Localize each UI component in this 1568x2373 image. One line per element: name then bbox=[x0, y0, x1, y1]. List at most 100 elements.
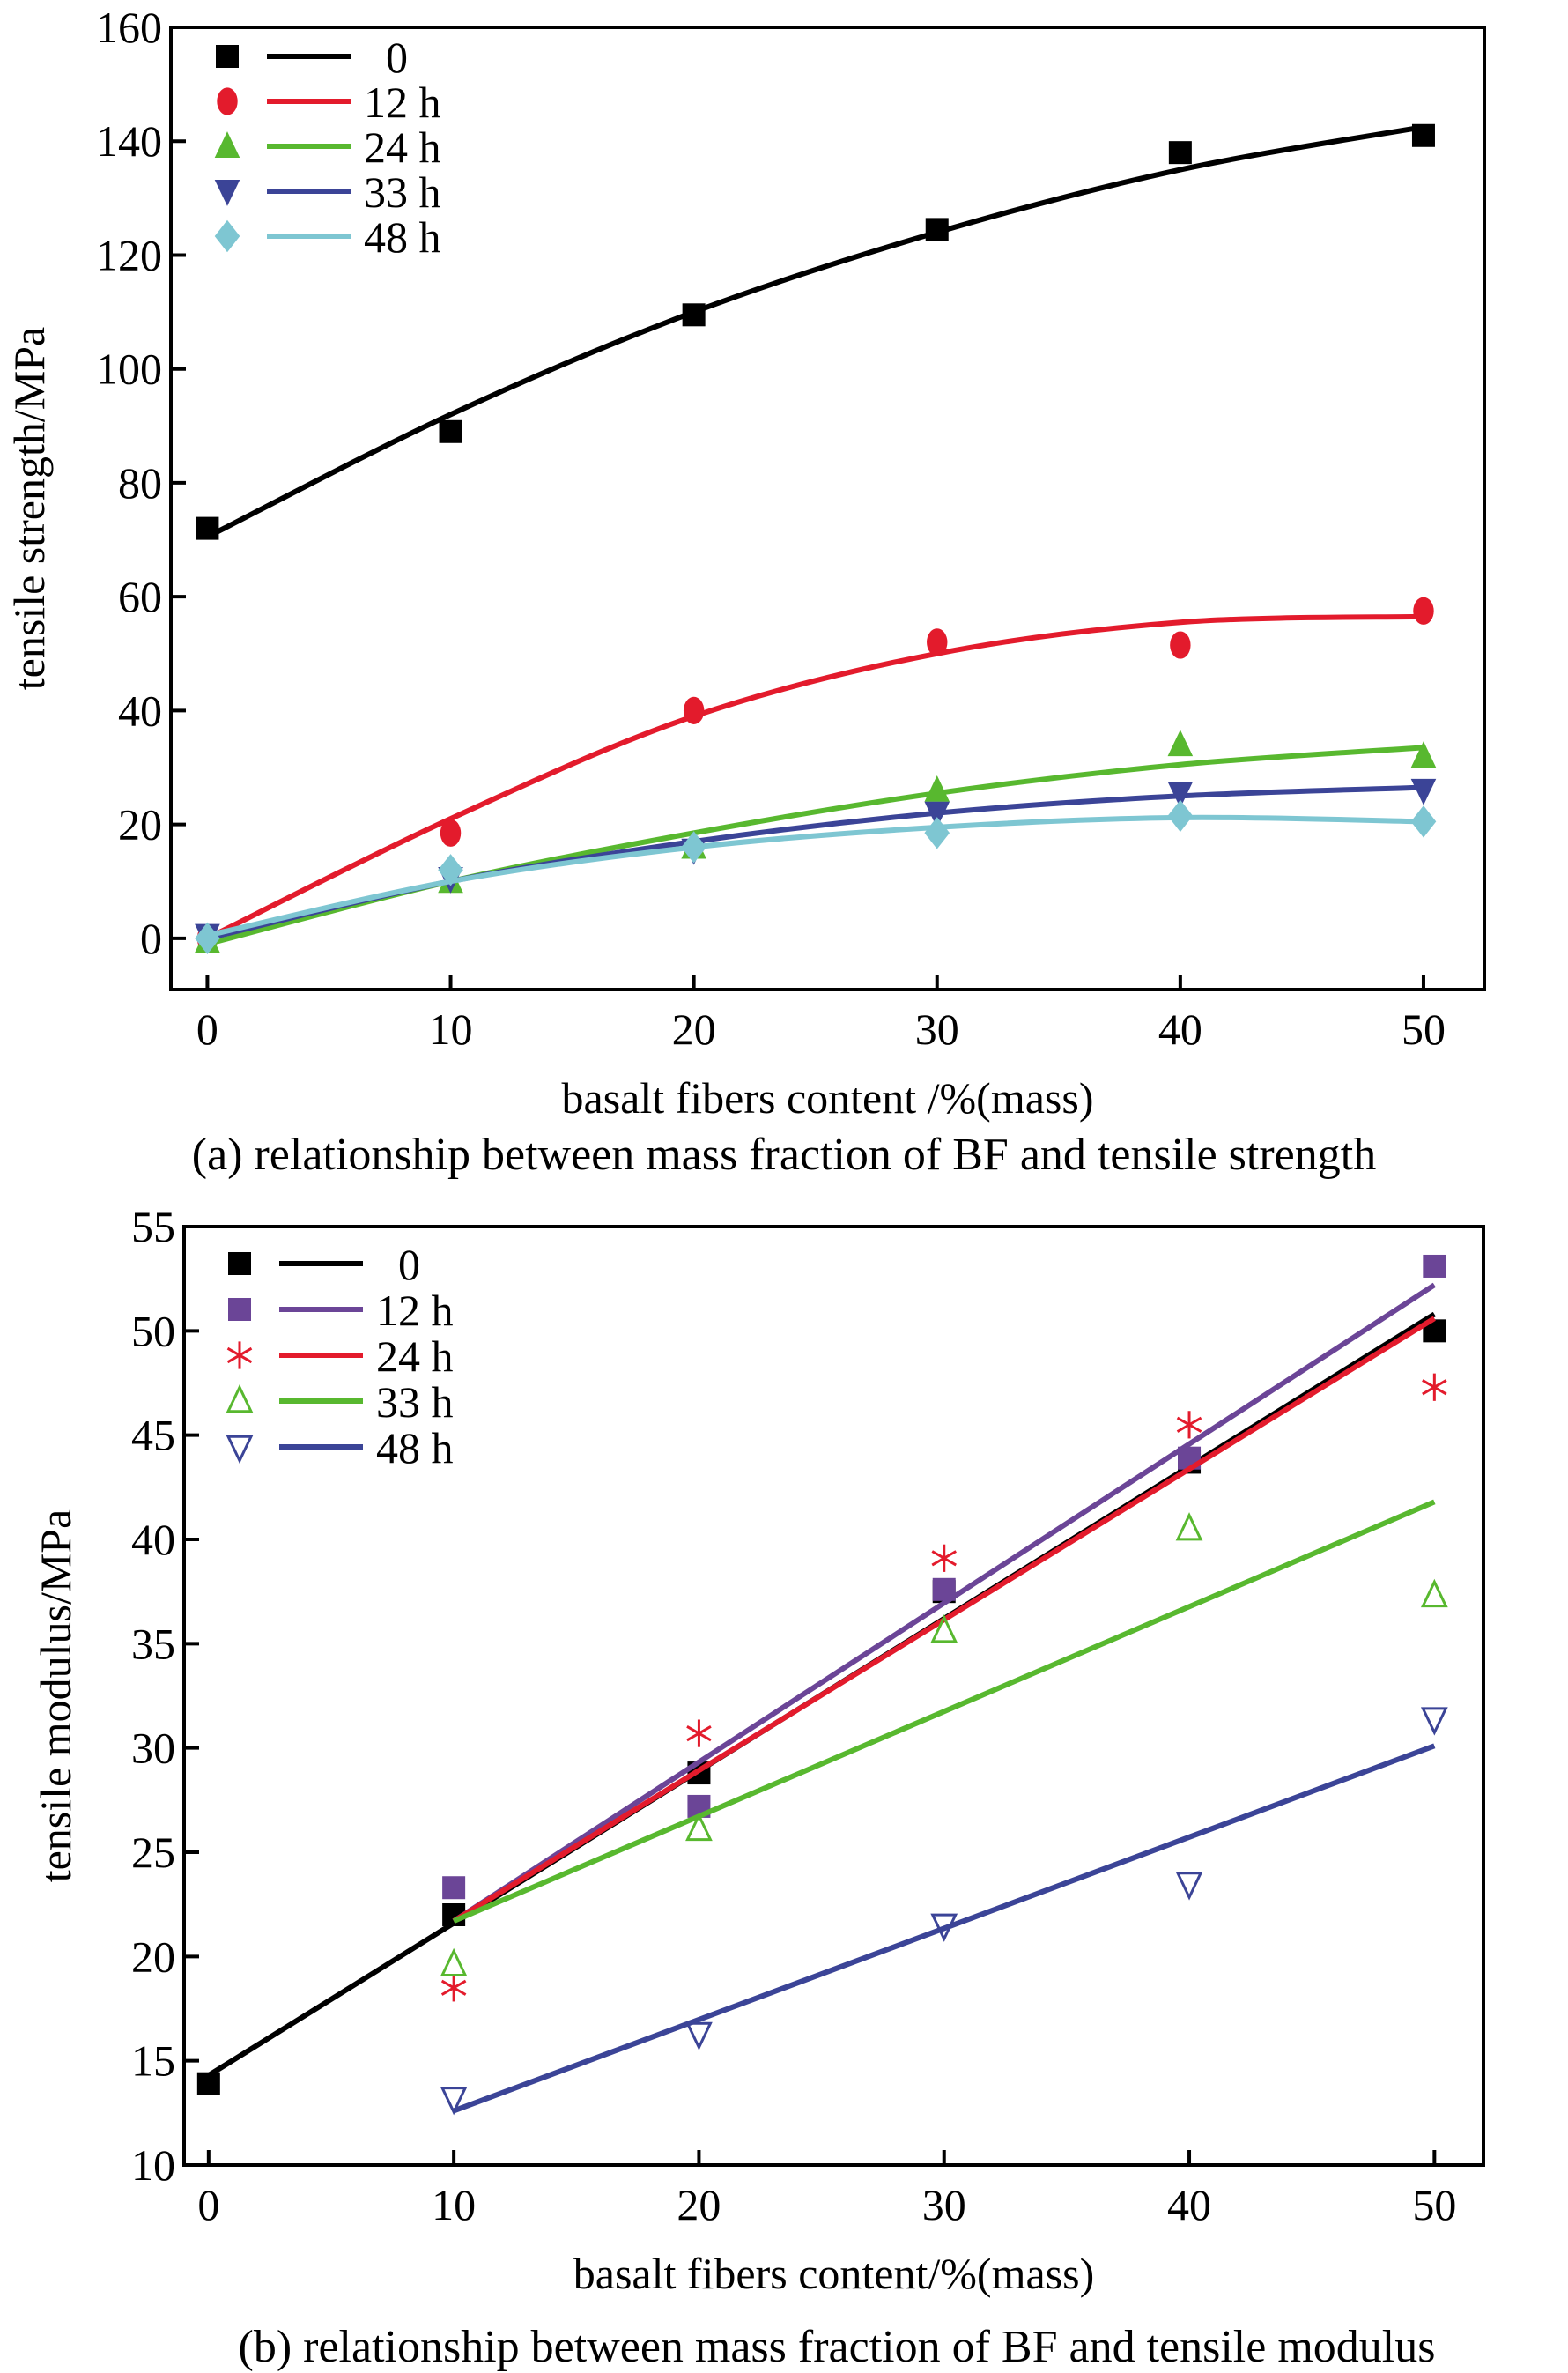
y-tick-label: 140 bbox=[96, 116, 162, 166]
data-point bbox=[1170, 631, 1191, 659]
legend-label: 48 h bbox=[364, 212, 441, 262]
y-tick-label: 25 bbox=[131, 1828, 175, 1877]
legend-label: 33 h bbox=[376, 1377, 454, 1427]
y-tick-label: 0 bbox=[140, 914, 162, 963]
series-24h bbox=[440, 1316, 1447, 2002]
legend-marker bbox=[214, 131, 240, 158]
y-tick-label: 20 bbox=[131, 1932, 175, 1981]
data-point bbox=[685, 2021, 713, 2050]
asterisk-stroke bbox=[1422, 1379, 1447, 1396]
data-point bbox=[440, 1974, 467, 2002]
x-tick-label: 50 bbox=[1402, 1005, 1446, 1054]
y-tick-label: 15 bbox=[131, 2036, 175, 2086]
asterisk-stroke bbox=[440, 1979, 467, 1996]
plot-frame bbox=[169, 26, 1486, 991]
y-tick-label: 120 bbox=[96, 230, 162, 279]
data-point bbox=[1167, 799, 1194, 833]
legend-label: 12 h bbox=[376, 1286, 454, 1335]
y-axis-label: tensile strength/MPa bbox=[4, 327, 54, 690]
legend-marker bbox=[226, 1383, 254, 1413]
data-point bbox=[440, 1947, 468, 1976]
data-point bbox=[1411, 123, 1435, 147]
y-tick-label: 20 bbox=[118, 800, 162, 849]
x-tick-label: 0 bbox=[196, 1005, 218, 1054]
figure-caption: (a) relationship between mass fraction o… bbox=[192, 1130, 1376, 1180]
data-point bbox=[438, 854, 463, 886]
y-tick-label: 10 bbox=[131, 2140, 175, 2190]
fit-curve bbox=[206, 124, 1424, 539]
asterisk-stroke bbox=[226, 1346, 253, 1364]
series-0 bbox=[196, 123, 1435, 540]
legend-marker bbox=[217, 87, 238, 115]
asterisk-stroke bbox=[931, 1550, 957, 1567]
data-point bbox=[931, 1544, 957, 1572]
data-point bbox=[930, 1913, 958, 1942]
fit-line bbox=[452, 1499, 1436, 1924]
data-point bbox=[1410, 805, 1437, 838]
y-tick-label: 50 bbox=[131, 1306, 175, 1355]
x-tick-label: 10 bbox=[432, 2180, 476, 2229]
data-point bbox=[924, 775, 950, 802]
data-point bbox=[1410, 741, 1437, 768]
data-point bbox=[1167, 782, 1194, 808]
y-axis-label: tensile modulus/MPa bbox=[31, 1509, 80, 1883]
legend-label: 24 h bbox=[376, 1331, 454, 1381]
y-tick-label: 55 bbox=[131, 1202, 175, 1251]
fit-line bbox=[453, 1743, 1436, 2114]
series-33h bbox=[440, 1499, 1448, 1976]
x-tick-label: 40 bbox=[1158, 1005, 1202, 1054]
legend-marker bbox=[214, 180, 240, 206]
legend-marker bbox=[226, 1341, 253, 1369]
data-point bbox=[440, 2087, 468, 2116]
data-point bbox=[442, 1876, 466, 1900]
y-tick-label: 60 bbox=[118, 572, 162, 621]
data-point bbox=[925, 218, 949, 241]
y-tick-label: 80 bbox=[118, 458, 162, 508]
data-point bbox=[1167, 730, 1194, 757]
data-point bbox=[924, 817, 950, 849]
series-12h bbox=[442, 1254, 1446, 1924]
data-point bbox=[681, 831, 706, 864]
data-point bbox=[683, 696, 705, 724]
data-point bbox=[924, 801, 950, 828]
series-48h bbox=[195, 799, 1437, 955]
asterisk-stroke bbox=[1176, 1416, 1202, 1433]
fit-curve bbox=[206, 814, 1424, 938]
y-tick-label: 35 bbox=[131, 1619, 175, 1668]
chart-panel-b: 0 10 20 30 40 50 10 15 20 25 30 35 40 45 50 55 basalt fi… bbox=[31, 1202, 1485, 2372]
fit-line bbox=[452, 1282, 1436, 1924]
data-point bbox=[1420, 1578, 1448, 1608]
legend-marker bbox=[226, 1435, 254, 1465]
legend-marker bbox=[216, 45, 239, 68]
data-point bbox=[439, 419, 462, 443]
data-point bbox=[1413, 597, 1434, 625]
legend-label: 0 bbox=[398, 1240, 420, 1289]
series-48h bbox=[440, 1707, 1448, 2116]
data-point bbox=[1420, 1707, 1448, 1736]
data-point bbox=[1175, 1512, 1203, 1541]
legend-label: 33 h bbox=[364, 167, 441, 217]
legend-marker bbox=[228, 1298, 251, 1321]
data-point bbox=[932, 1577, 956, 1601]
plot-frame bbox=[182, 1225, 1485, 2167]
data-point bbox=[685, 1812, 713, 1842]
data-point bbox=[1422, 1373, 1447, 1401]
y-tick-label: 30 bbox=[131, 1724, 175, 1773]
x-axis-label: basalt fibers content /%(mass) bbox=[562, 1073, 1094, 1123]
data-point bbox=[1168, 141, 1192, 165]
figure-caption: (b) relationship between mass fraction o… bbox=[239, 2322, 1436, 2372]
asterisk-stroke bbox=[686, 1725, 712, 1742]
data-point bbox=[1423, 1254, 1446, 1278]
legend-label: 12 h bbox=[364, 78, 441, 127]
x-tick-label: 0 bbox=[197, 2180, 219, 2229]
legend-marker bbox=[214, 219, 240, 253]
fit-curve bbox=[206, 613, 1424, 941]
data-point bbox=[927, 628, 948, 656]
x-tick-label: 40 bbox=[1167, 2180, 1211, 2229]
x-tick-label: 20 bbox=[672, 1005, 716, 1054]
data-point bbox=[195, 922, 220, 955]
data-point bbox=[1410, 778, 1437, 805]
x-axis-label: basalt fibers content/%(mass) bbox=[573, 2249, 1094, 2298]
x-tick-label: 30 bbox=[915, 1005, 959, 1054]
